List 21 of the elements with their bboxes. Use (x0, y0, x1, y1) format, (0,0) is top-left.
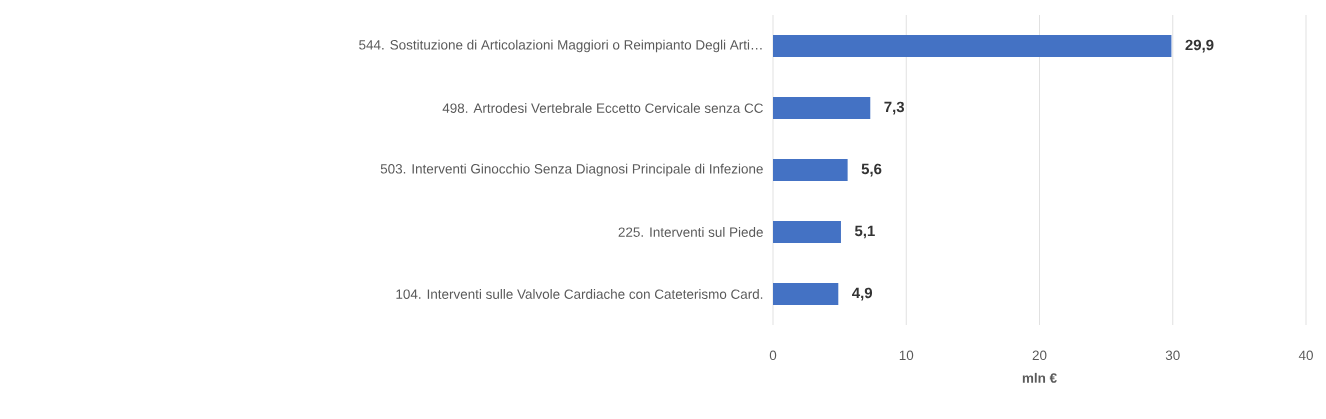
data-label: 5,1 (854, 225, 875, 239)
x-tick-label: 10 (899, 350, 914, 361)
y-tick-label: 104. Interventi sulle Valvole Cardiache con Cateterismo Card. (396, 289, 763, 299)
bar (773, 221, 841, 243)
x-tick-label: 20 (1032, 350, 1047, 361)
data-label: 29,9 (1185, 39, 1214, 53)
bar (773, 97, 871, 119)
x-axis-title: mln € (1022, 372, 1057, 383)
x-tick-label: 30 (1165, 350, 1180, 361)
x-tick-label: 40 (1298, 350, 1313, 361)
bar (773, 283, 839, 305)
data-label: 7,3 (884, 101, 905, 115)
y-tick-label: 498. Artrodesi Vertebrale Eccetto Cervicale senza CC (442, 103, 763, 113)
x-tick-label: 0 (769, 350, 777, 361)
bar (773, 159, 848, 181)
y-tick-label: 225. Interventi sul Piede (618, 227, 763, 237)
data-label: 5,6 (861, 163, 882, 177)
y-tick-label: 503. Interventi Ginocchio Senza Diagnosi Principale di Infezione (380, 163, 763, 177)
bar (773, 35, 1172, 57)
y-tick-label: 544. Sostituzione di Articolazioni Maggiori o Reimpianto Degli Arti… (359, 39, 762, 53)
data-label: 4,9 (852, 287, 873, 301)
